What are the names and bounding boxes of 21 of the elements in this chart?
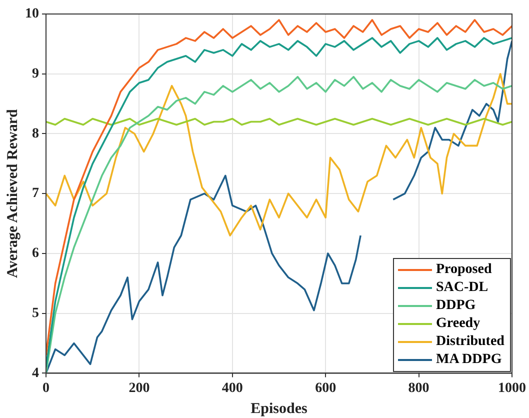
legend-label: MA DDPG [436,351,502,370]
x-tick-label: 0 [42,381,50,396]
y-tick-label: 6 [32,246,39,262]
x-tick-label: 1000 [498,381,526,396]
y-axis-title: Average Achieved Reward [4,108,21,278]
legend-label: Proposed [436,261,492,280]
legend-label: SAC-DL [436,279,488,298]
y-tick-label: 10 [25,6,39,22]
y-tick-label: 9 [32,66,39,82]
legend-label: DDPG [436,297,476,316]
legend-label: Distributed [436,333,504,352]
y-tick-label: 7 [32,186,39,202]
x-axis-title: Episodes [250,400,308,417]
y-tick-label: 4 [32,366,39,381]
x-tick-label: 200 [128,381,150,396]
x-tick-label: 600 [315,381,336,396]
y-tick-label: 5 [32,306,39,321]
y-tick-label: 8 [32,126,39,142]
x-tick-label: 800 [408,381,430,396]
x-tick-label: 400 [222,381,243,396]
legend-label: Greedy [436,315,480,334]
